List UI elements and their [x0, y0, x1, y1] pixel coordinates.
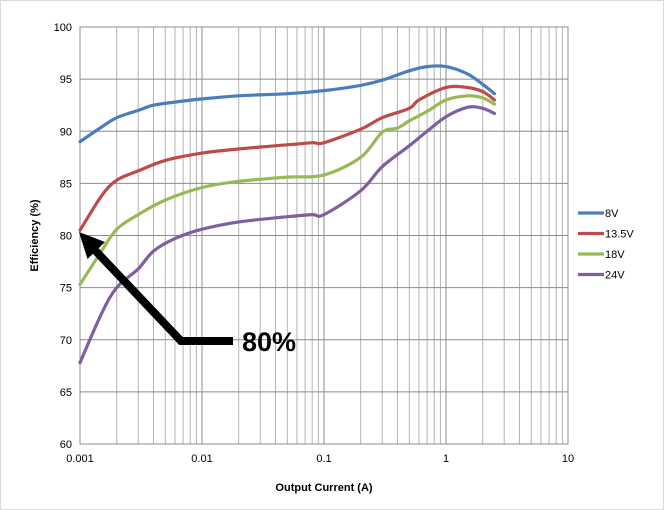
- y-tick-label: 90: [60, 126, 72, 138]
- annotation-arrow: [79, 232, 233, 345]
- y-tick-label: 95: [60, 74, 72, 86]
- tick-labels: 60 65 70 75 80 85 90 95 100 0.001 0.01 0.1 1 10: [54, 22, 574, 465]
- series-line-8v: [78, 64, 497, 144]
- legend-label-24v: 24V: [605, 270, 625, 282]
- arrowhead: [79, 232, 105, 259]
- plot-border: [79, 26, 569, 445]
- x-tick-label: 10: [562, 453, 574, 465]
- x-tick-label: 0.001: [66, 453, 94, 465]
- y-tick-label: 70: [60, 335, 72, 347]
- legend-label-13-5v: 13.5V: [605, 229, 634, 241]
- x-axis-title: Output Current (A): [275, 482, 372, 494]
- y-tick-label: 80: [60, 231, 72, 243]
- y-tick-label: 65: [60, 387, 72, 399]
- series-line-13-5v: [78, 84, 497, 232]
- arrow-shaft: [88, 243, 233, 345]
- y-tick-label: 60: [60, 439, 72, 451]
- series-layer: [78, 64, 497, 365]
- y-tick-label: 85: [60, 178, 72, 190]
- y-tick-label: 100: [54, 22, 72, 34]
- y-axis-title: Efficiency (%): [29, 199, 41, 271]
- x-tick-label: 0.1: [316, 453, 331, 465]
- series-line-18v: [78, 94, 497, 287]
- x-tick-label: 0.01: [191, 453, 212, 465]
- legend: 8V 13.5V 18V 24V: [578, 208, 634, 282]
- annotation-label: 80%: [242, 327, 296, 357]
- x-tick-label: 1: [443, 453, 449, 465]
- series-line-24v: [78, 105, 497, 365]
- legend-label-18v: 18V: [605, 249, 625, 261]
- y-tick-label: 75: [60, 283, 72, 295]
- legend-label-8v: 8V: [605, 208, 619, 220]
